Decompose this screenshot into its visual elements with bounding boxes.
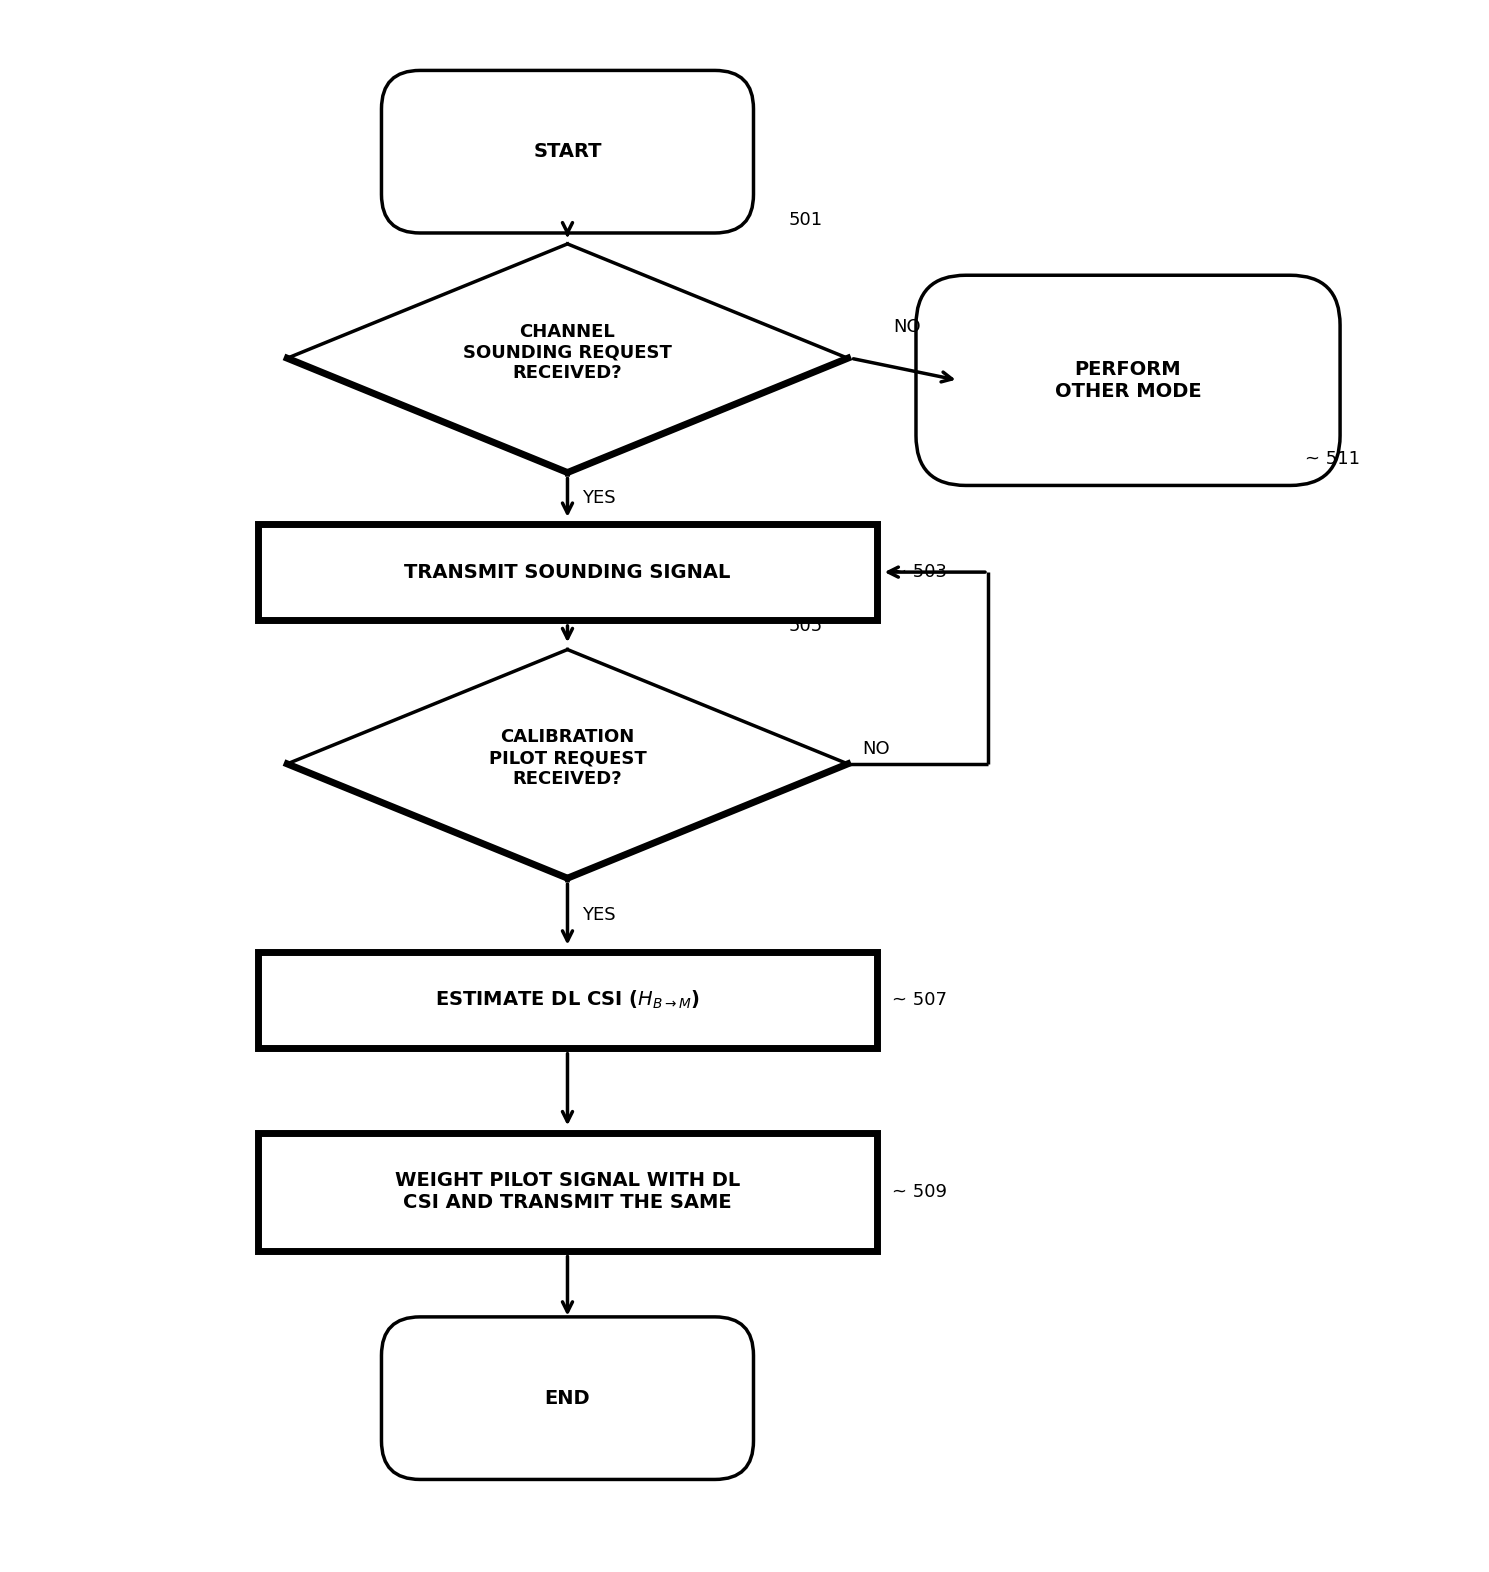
- Text: YES: YES: [582, 489, 616, 508]
- Text: ~ 509: ~ 509: [892, 1182, 947, 1201]
- Text: END: END: [545, 1388, 590, 1407]
- Bar: [258, 1133, 877, 1251]
- Text: 505: 505: [789, 616, 823, 635]
- Bar: [258, 953, 877, 1049]
- Text: PERFORM
OTHER MODE: PERFORM OTHER MODE: [1054, 360, 1202, 401]
- Text: TRANSMIT SOUNDING SIGNAL: TRANSMIT SOUNDING SIGNAL: [405, 563, 731, 582]
- Text: START: START: [533, 141, 602, 162]
- Text: WEIGHT PILOT SIGNAL WITH DL
CSI AND TRANSMIT THE SAME: WEIGHT PILOT SIGNAL WITH DL CSI AND TRAN…: [395, 1171, 740, 1212]
- Text: CHANNEL
SOUNDING REQUEST
RECEIVED?: CHANNEL SOUNDING REQUEST RECEIVED?: [463, 322, 672, 382]
- FancyBboxPatch shape: [381, 1317, 753, 1479]
- Text: 501: 501: [789, 211, 823, 230]
- Text: NO: NO: [862, 740, 890, 758]
- Text: YES: YES: [582, 905, 616, 924]
- Text: ~ 503: ~ 503: [892, 563, 947, 582]
- Text: NO: NO: [893, 318, 920, 336]
- FancyBboxPatch shape: [381, 71, 753, 233]
- FancyBboxPatch shape: [916, 275, 1340, 486]
- Bar: [258, 523, 877, 619]
- Text: CALIBRATION
PILOT REQUEST
RECEIVED?: CALIBRATION PILOT REQUEST RECEIVED?: [488, 728, 646, 788]
- Text: ~ 507: ~ 507: [892, 990, 947, 1009]
- Text: ~ 511: ~ 511: [1304, 451, 1359, 468]
- Polygon shape: [287, 244, 847, 473]
- Text: ESTIMATE DL CSI ($H_{B\rightarrow M}$): ESTIMATE DL CSI ($H_{B\rightarrow M}$): [435, 989, 700, 1011]
- Polygon shape: [287, 649, 847, 879]
